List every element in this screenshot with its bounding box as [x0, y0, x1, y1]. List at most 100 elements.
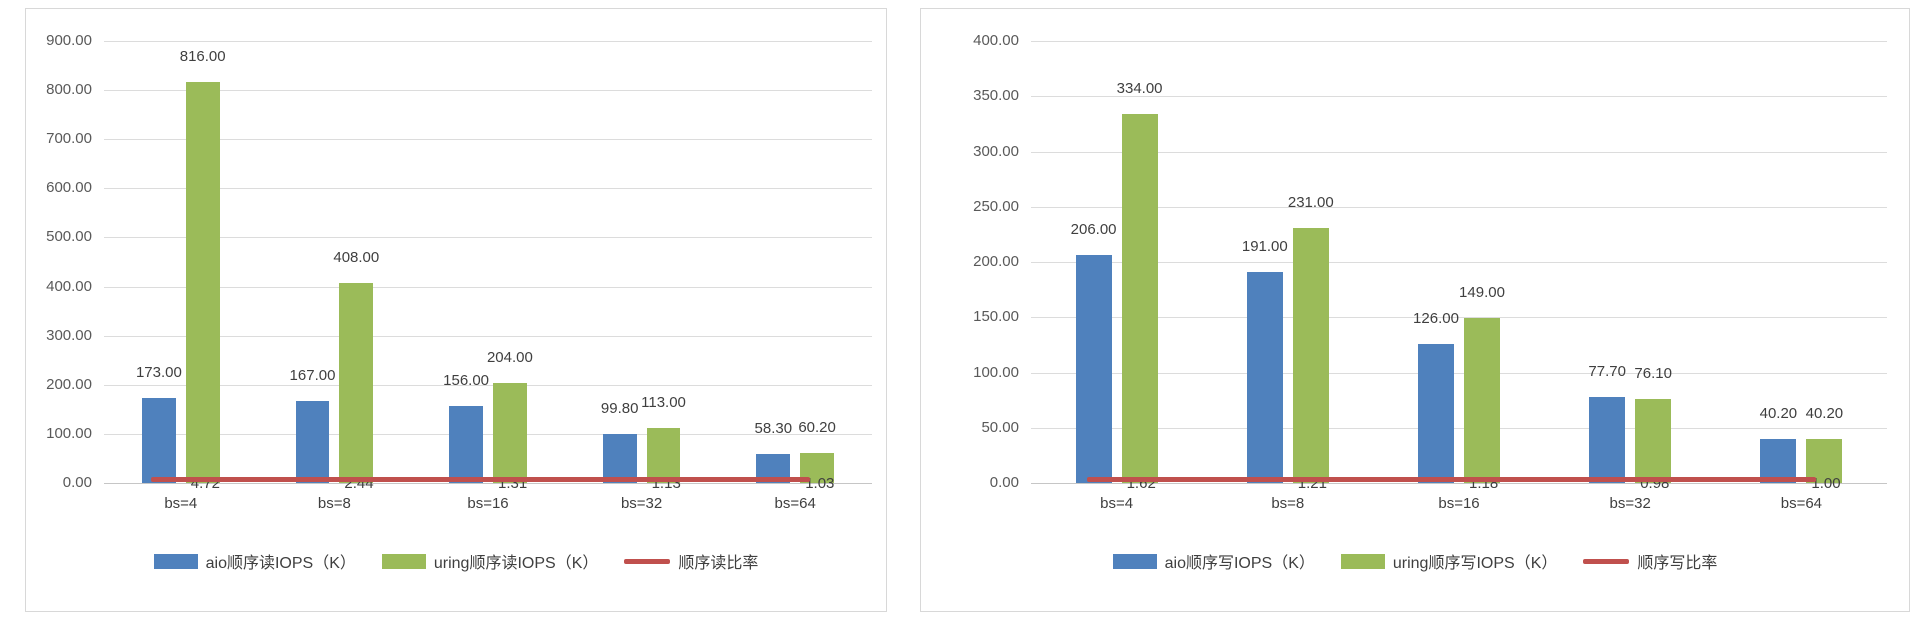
- legend-bar-swatch: [153, 553, 198, 569]
- seq-read-chart-panel: 0.00 100.00 200.00 300.00 400.00 500.00 600.00…: [25, 8, 887, 612]
- gridline: [1031, 262, 1887, 263]
- gridline: [104, 433, 872, 435]
- bar-aio: [295, 401, 330, 483]
- bar-value-label: 167.00: [289, 367, 336, 384]
- bar-aio: [449, 406, 483, 483]
- legend-item: aio顺序读IOPS（K）: [153, 549, 356, 573]
- bar-uring: [493, 382, 527, 483]
- legend-label: aio顺序写IOPS（K）: [1164, 555, 1315, 572]
- gridline: [104, 483, 872, 484]
- bar-value-label: 156.00: [443, 372, 490, 390]
- legend-label: 顺序写比率: [1637, 555, 1718, 572]
- x-axis-category-label: bs=16: [467, 495, 509, 512]
- legend-label: 顺序读比率: [678, 555, 759, 572]
- ratio-value-label: 1.03: [805, 475, 835, 492]
- bar-uring: [1292, 227, 1329, 483]
- gridline: [104, 384, 872, 386]
- bar-aio: [1589, 397, 1626, 483]
- bar-value-label: 816.00: [179, 48, 226, 66]
- bar-value-label: 206.00: [1070, 221, 1117, 239]
- bar-uring: [339, 282, 374, 483]
- gridline: [1031, 372, 1887, 374]
- legend-bar-swatch: [1112, 553, 1157, 569]
- gridline: [104, 188, 872, 190]
- legend-item: aio顺序写IOPS（K）: [1112, 549, 1315, 573]
- legend-label: uring顺序读IOPS（K）: [433, 555, 599, 572]
- bar-value-label: 99.80: [600, 400, 639, 417]
- gridline: [1031, 317, 1887, 319]
- bar-value-label: 408.00: [333, 248, 380, 266]
- seq-write-chart-panel: 0.00 50.00 100.00 150.00 200.00 250.00 300.00 3…: [920, 8, 1910, 612]
- y-axis-tick-label: 150.00: [973, 308, 1019, 326]
- bar-value-label: 76.10: [1634, 364, 1672, 382]
- bar-value-label: 191.00: [1241, 237, 1288, 255]
- legend: aio顺序读IOPS（K） uring顺序读IOPS（K） 顺序读比率: [26, 549, 886, 573]
- legend-bar-swatch: [1340, 553, 1385, 569]
- bar-aio: [1760, 438, 1797, 483]
- y-axis-tick-label: 400.00: [46, 277, 92, 295]
- y-axis-tick-label: 350.00: [973, 87, 1019, 105]
- legend-bar-swatch: [381, 553, 426, 569]
- x-axis-category-label: bs=64: [774, 495, 816, 512]
- gridline: [1031, 206, 1887, 208]
- gridline: [1031, 151, 1887, 153]
- legend-line-swatch: [624, 558, 671, 564]
- y-axis-tick-label: 300.00: [46, 326, 92, 344]
- bar-uring: [1806, 438, 1843, 483]
- gridline: [104, 139, 872, 141]
- x-axis-category-label: bs=8: [1271, 495, 1305, 512]
- x-axis-category-label: bs=32: [1609, 495, 1651, 512]
- ratio-line: [150, 477, 811, 482]
- y-axis-tick-label: 500.00: [46, 228, 92, 246]
- bar-aio: [1418, 343, 1454, 483]
- legend-line-swatch: [1583, 558, 1630, 564]
- y-axis-tick-label: 800.00: [46, 81, 92, 99]
- legend-label: uring顺序写IOPS（K）: [1392, 555, 1558, 572]
- y-axis-tick-label: 0.00: [62, 474, 92, 491]
- y-axis-tick-label: 300.00: [973, 142, 1019, 160]
- x-axis-category-label: bs=64: [1780, 495, 1823, 512]
- gridline: [1031, 41, 1887, 42]
- bar-aio: [1246, 271, 1283, 483]
- bar-value-label: 40.20: [1805, 404, 1844, 422]
- bar-value-label: 40.20: [1759, 404, 1798, 422]
- bar-value-label: 126.00: [1413, 309, 1459, 327]
- bar-aio: [1075, 255, 1112, 483]
- legend-item: 顺序读比率: [624, 549, 758, 573]
- bar-value-label: 58.30: [754, 420, 793, 438]
- y-axis-tick-label: 100.00: [973, 363, 1019, 381]
- legend-label: aio顺序读IOPS（K）: [205, 555, 356, 572]
- gridline: [104, 335, 872, 337]
- y-axis-tick-label: 600.00: [46, 179, 92, 197]
- legend: aio顺序写IOPS（K） uring顺序写IOPS（K） 顺序写比率: [921, 549, 1909, 573]
- bar-value-label: 231.00: [1287, 193, 1334, 211]
- x-axis-category-label: bs=4: [164, 495, 198, 512]
- y-axis-tick-label: 100.00: [46, 424, 92, 442]
- ratio-value-label: 1.00: [1811, 475, 1841, 492]
- ratio-line: [1086, 477, 1817, 482]
- bar-value-label: 149.00: [1459, 284, 1505, 302]
- x-axis-category-label: bs=16: [1438, 495, 1480, 512]
- bar-value-label: 334.00: [1116, 79, 1163, 97]
- y-axis-tick-label: 50.00: [981, 418, 1019, 436]
- x-axis-category-label: bs=8: [317, 495, 351, 512]
- gridline: [1031, 96, 1887, 98]
- bar-uring: [1635, 398, 1672, 483]
- bar-value-label: 60.20: [798, 419, 836, 437]
- bar-uring: [646, 427, 681, 483]
- gridline: [104, 41, 872, 42]
- bar-aio: [602, 434, 637, 483]
- bar-value-label: 113.00: [641, 393, 686, 411]
- gridline: [1031, 483, 1887, 484]
- x-axis-category-label: bs=32: [620, 495, 663, 512]
- y-axis-tick-label: 200.00: [46, 375, 92, 393]
- y-axis-tick-label: 0.00: [989, 474, 1019, 491]
- bar-aio: [142, 398, 176, 483]
- legend-item: uring顺序读IOPS（K）: [381, 549, 599, 573]
- bar-uring: [185, 82, 220, 483]
- gridline: [1031, 427, 1887, 429]
- bar-uring: [1464, 318, 1500, 483]
- gridline: [104, 90, 872, 92]
- gridline: [104, 237, 872, 239]
- y-axis-tick-label: 400.00: [973, 32, 1019, 49]
